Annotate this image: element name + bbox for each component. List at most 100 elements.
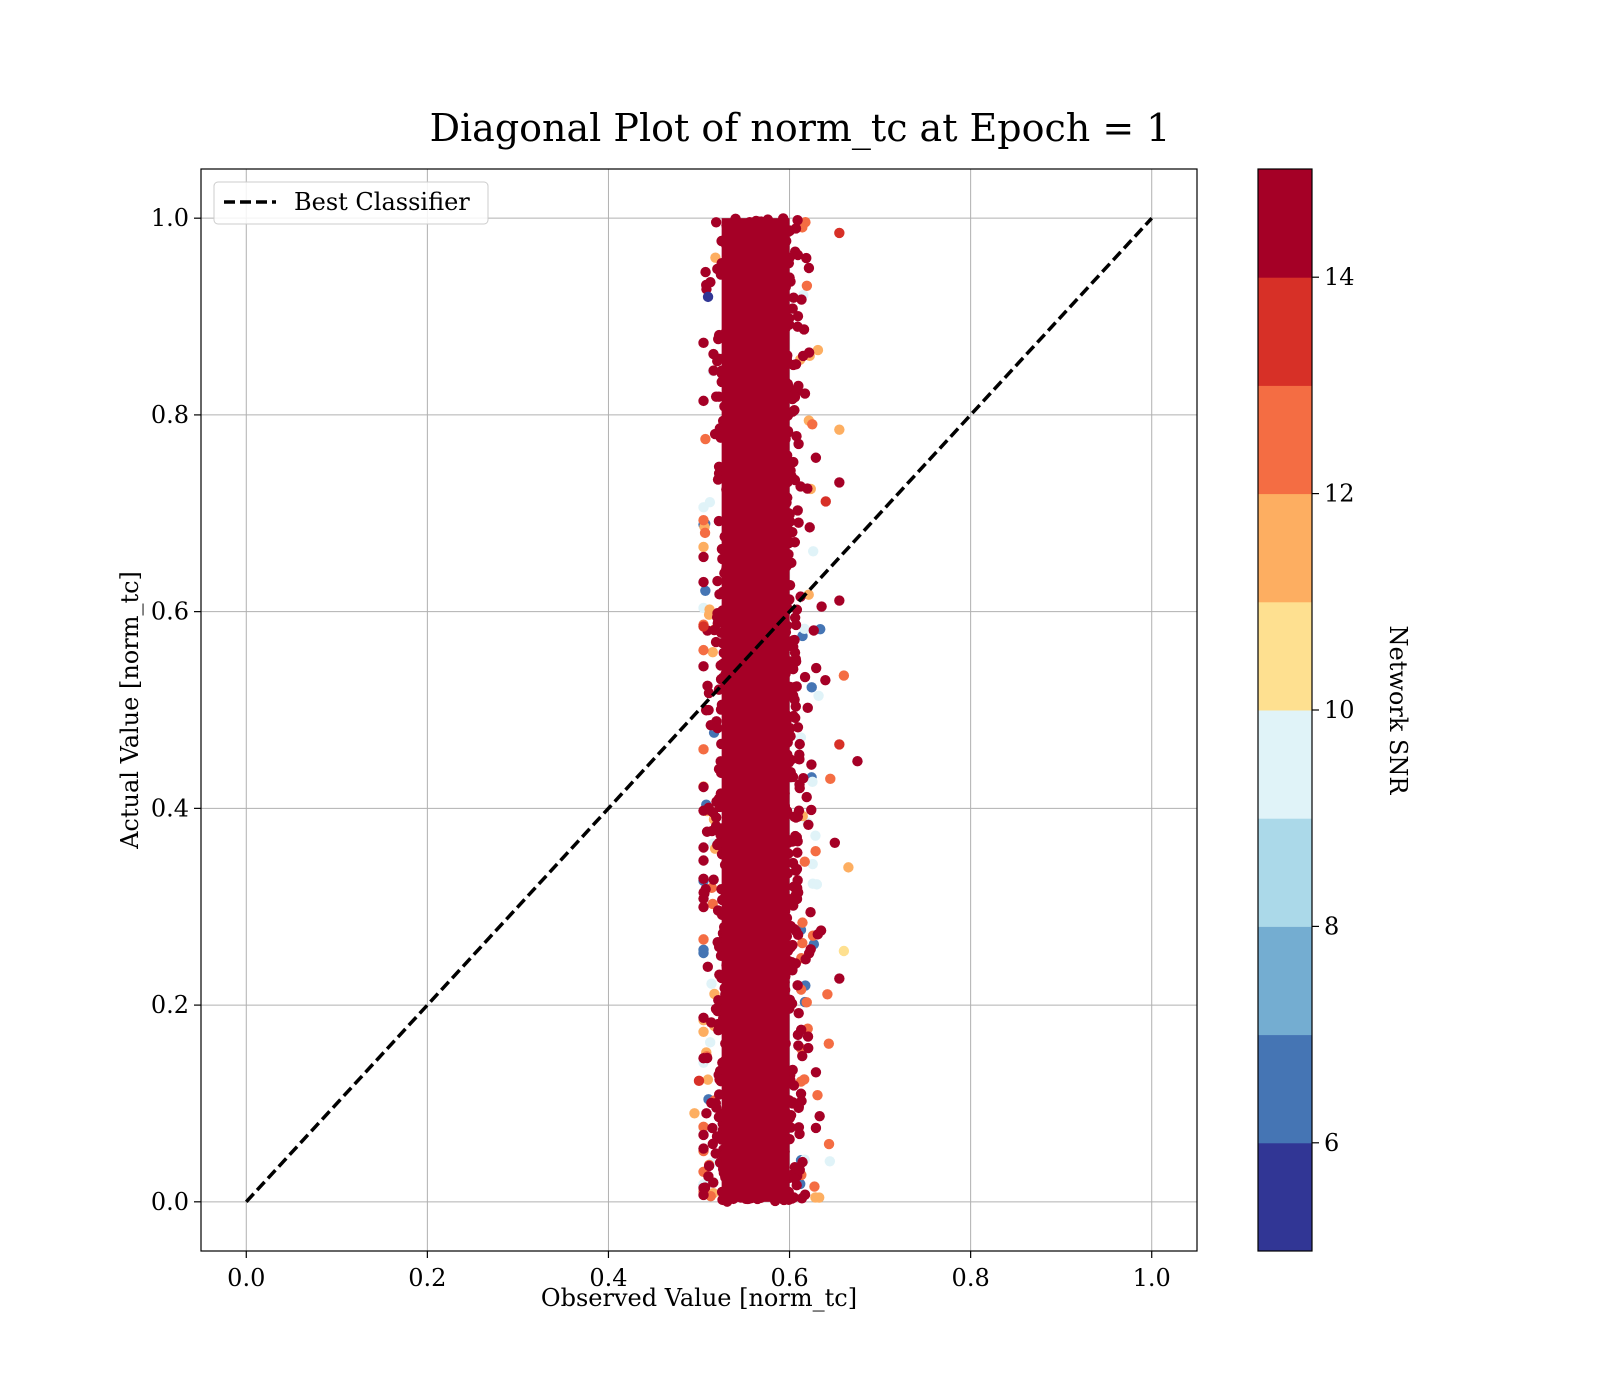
scatter-point: [802, 483, 813, 494]
scatter-point: [800, 954, 811, 965]
scatter-point: [816, 601, 827, 612]
scatter-point: [794, 738, 805, 750]
scatter-point: [806, 804, 817, 816]
scatter-point: [813, 690, 824, 702]
scatter-outlier-point: [834, 227, 845, 239]
scatter-point: [702, 1074, 714, 1085]
scatter-point: [698, 744, 709, 755]
scatter-point: [708, 1177, 719, 1188]
scatter-point: [834, 595, 845, 606]
scatter-point: [834, 477, 845, 488]
scatter-point: [804, 522, 815, 533]
scatter-point: [803, 262, 815, 274]
scatter-point: [713, 994, 724, 1006]
scatter-point: [698, 576, 709, 588]
scatter-point: [801, 791, 812, 803]
scatter-outlier-point: [797, 350, 809, 362]
colorbar-band: [1258, 818, 1312, 927]
scatter-point: [698, 944, 709, 956]
scatter-point: [798, 324, 810, 335]
scatter-point: [710, 636, 722, 648]
scatter-point: [701, 1108, 712, 1119]
scatter-point: [713, 838, 724, 849]
scatter-point: [820, 674, 831, 686]
x-axis-ticks: 0.0 0.2 0.4 0.6 0.8 1.0: [227, 1251, 1171, 1292]
scatter-point: [705, 276, 716, 288]
scatter-point: [805, 906, 816, 918]
scatter-point: [706, 978, 717, 989]
scatter-point: [707, 807, 719, 818]
scatter-point: [713, 1024, 724, 1036]
scatter-point: [803, 589, 814, 600]
x-tick-label: 0.4: [589, 1264, 627, 1292]
scatter-point: [796, 294, 807, 305]
scatter-point: [807, 419, 818, 430]
colorbar-ticks: 6 8 10 12 14: [1312, 263, 1355, 1157]
scatter-point: [700, 266, 711, 278]
scatter-point: [698, 887, 709, 898]
scatter-point: [699, 527, 711, 539]
scatter-point: [713, 391, 725, 402]
colorbar-band: [1258, 169, 1312, 278]
scatter-point: [698, 1012, 709, 1024]
colorbar-band: [1258, 1142, 1312, 1252]
scatter-point: [698, 1052, 709, 1064]
scatter-point: [698, 1143, 709, 1154]
scatter-point: [793, 438, 804, 450]
scatter-point: [801, 997, 812, 1008]
scatter-point: [698, 644, 709, 656]
scatter-point: [792, 722, 804, 733]
y-tick-label: 1.0: [151, 204, 189, 232]
scatter-point: [698, 901, 709, 913]
scatter-point: [698, 855, 709, 866]
scatter-point: [792, 847, 803, 858]
scatter-point: [823, 1138, 835, 1150]
scatter-outlier-point: [698, 621, 709, 632]
scatter-point: [787, 393, 798, 405]
scatter-point: [794, 779, 805, 790]
scatter-point: [698, 781, 709, 793]
scatter-point: [710, 1148, 721, 1159]
scatter-point: [703, 704, 714, 716]
best-classifier-line: [244, 216, 1154, 1204]
scatter-point: [698, 842, 709, 853]
scatter-point: [795, 1088, 807, 1099]
scatter-point: [794, 1164, 805, 1176]
scatter-point: [789, 537, 801, 548]
scatter-point: [803, 1042, 814, 1054]
scatter-point: [793, 1040, 804, 1051]
x-tick-label: 0.6: [770, 1264, 808, 1292]
scatter-point: [708, 874, 719, 885]
scatter-point: [807, 858, 818, 870]
scatter-point: [810, 1067, 822, 1078]
scatter-point: [810, 1122, 822, 1134]
x-tick-label: 1.0: [1133, 1264, 1171, 1292]
scatter-outlier-point: [834, 739, 845, 750]
colorbar-band: [1258, 601, 1312, 711]
scatter-point: [809, 1181, 820, 1192]
scatter-point: [797, 1050, 808, 1062]
scatter-point: [793, 1122, 805, 1133]
colorbar-band: [1258, 926, 1312, 1036]
scatter-point: [806, 759, 817, 770]
scatter-point: [704, 496, 716, 508]
scatter-point: [787, 965, 798, 976]
scatter-point: [799, 623, 810, 635]
scatter-point: [707, 646, 718, 658]
scatter-point: [787, 635, 799, 646]
scatter-point: [822, 989, 833, 1000]
scatter-point: [789, 682, 800, 693]
scatter-point: [792, 929, 804, 941]
scatter-point: [824, 1156, 836, 1167]
scatter-point: [810, 846, 821, 857]
scatter-point: [710, 1003, 722, 1015]
scatter-point: [790, 701, 802, 712]
scatter-point: [712, 575, 723, 587]
scatter-point: [698, 1129, 709, 1141]
colorbar-label: Network SNR: [1384, 626, 1412, 796]
scatter-point: [700, 585, 711, 596]
scatter-point: [710, 820, 722, 832]
scatter-point: [698, 551, 709, 563]
scatter-point: [787, 836, 798, 847]
